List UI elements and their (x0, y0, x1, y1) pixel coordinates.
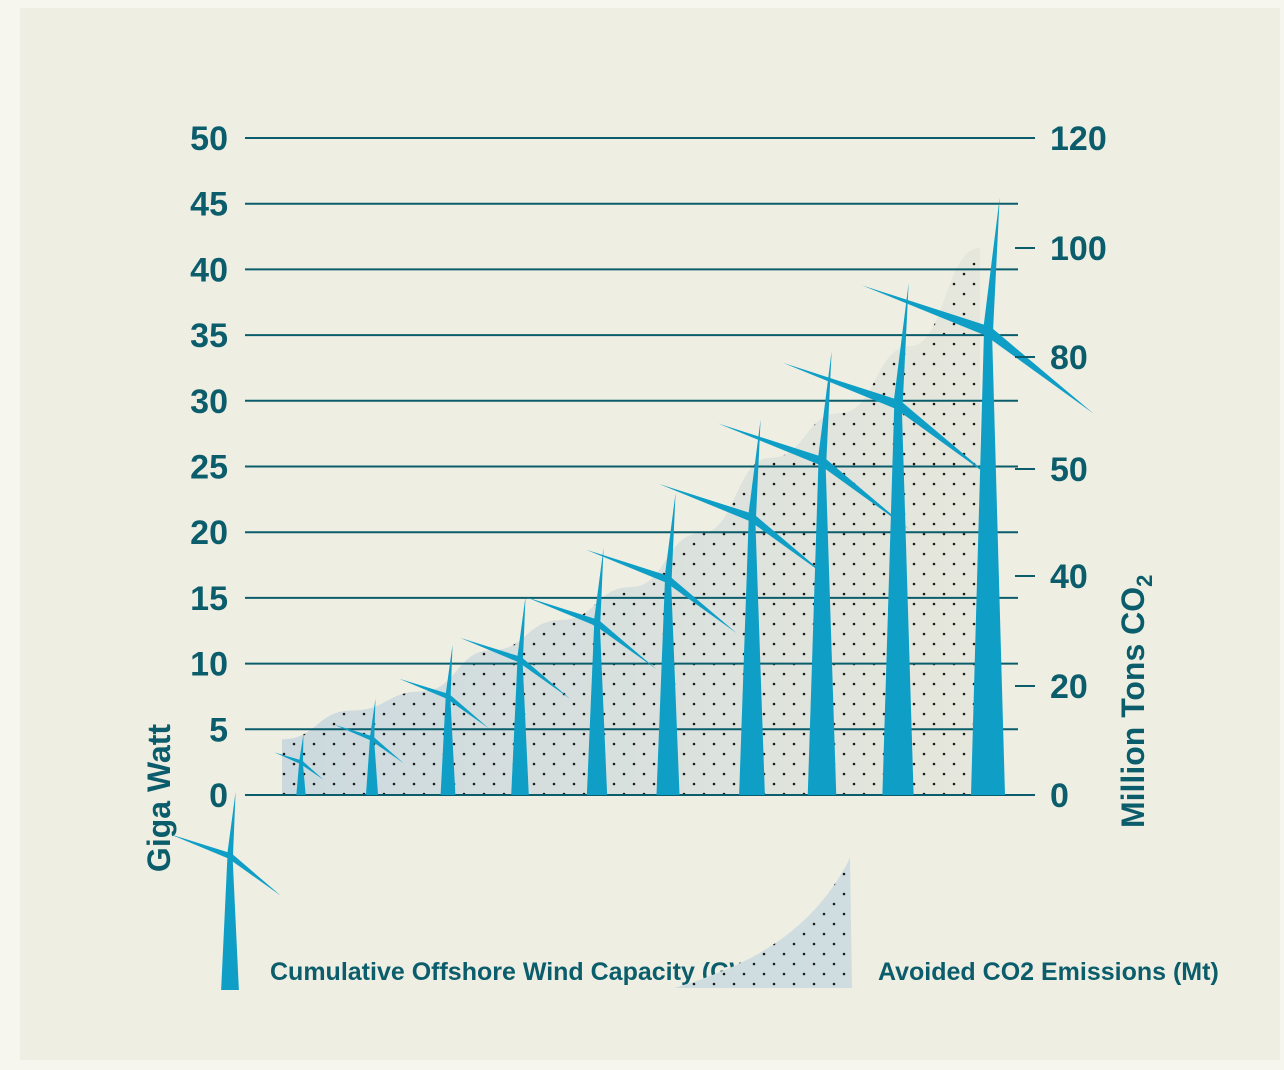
turbine-bars (274, 197, 1094, 795)
chart-svg: 0 5 10 15 20 25 30 35 40 45 50 0 20 40 50 80 100 120 Gig… (141, 120, 1219, 990)
turbine-bar (526, 547, 657, 795)
legend-label-emissions: Avoided CO2 Emissions (Mt) (878, 958, 1219, 986)
turbine-bar (718, 351, 910, 795)
left-tick-label: 25 (190, 449, 228, 487)
left-tick-label: 30 (190, 383, 228, 421)
turbine-bar (659, 419, 830, 795)
left-tick-label: 40 (190, 251, 228, 289)
right-tick-label: 20 (1050, 668, 1088, 706)
turbine-bar (399, 644, 489, 795)
left-tick-label: 15 (190, 580, 228, 618)
right-tick-label: 0 (1050, 777, 1069, 815)
turbine-bar (586, 492, 737, 795)
turbine-bar (460, 596, 571, 795)
left-tick-label: 45 (190, 186, 228, 224)
left-tick-label: 20 (190, 514, 228, 552)
right-axis-ticks: 0 20 40 50 80 100 120 (1015, 120, 1107, 815)
emissions-area-layer (282, 248, 980, 795)
left-tick-label: 0 (209, 777, 228, 815)
left-axis-title: Giga Watt (141, 724, 177, 872)
legend: Cumulative Offshore Wind Capacity (GW) A… (169, 791, 1219, 990)
turbine-bar (274, 733, 324, 795)
chart-panel: 0 5 10 15 20 25 30 35 40 45 50 0 20 40 50 80 100 120 Gig… (20, 8, 1280, 1060)
right-tick-label: 120 (1050, 120, 1107, 158)
left-tick-label: 10 (190, 646, 228, 684)
right-tick-label: 100 (1050, 230, 1107, 268)
legend-label-capacity: Cumulative Offshore Wind Capacity (GW) (270, 958, 761, 986)
emissions-area-dots (282, 248, 980, 795)
turbine-bar (334, 698, 404, 795)
right-axis-title-subscript: 2 (1132, 575, 1157, 587)
turbine-bar (783, 282, 995, 795)
legend-dotted-area-dots (674, 858, 852, 988)
left-tick-label: 5 (209, 711, 228, 749)
turbine-bar (862, 197, 1094, 795)
right-axis-title-main: Million Tons CO (1115, 587, 1151, 828)
left-tick-label: 35 (190, 317, 228, 355)
left-axis-ticks: 0 5 10 15 20 25 30 35 40 45 50 (190, 120, 228, 815)
left-tick-label: 50 (190, 120, 228, 158)
right-tick-label: 40 (1050, 558, 1088, 596)
right-axis-title: Million Tons CO2 (1115, 575, 1157, 828)
right-tick-label: 80 (1050, 339, 1088, 377)
right-tick-label: 50 (1050, 451, 1088, 489)
legend-turbine-icon (169, 791, 281, 990)
